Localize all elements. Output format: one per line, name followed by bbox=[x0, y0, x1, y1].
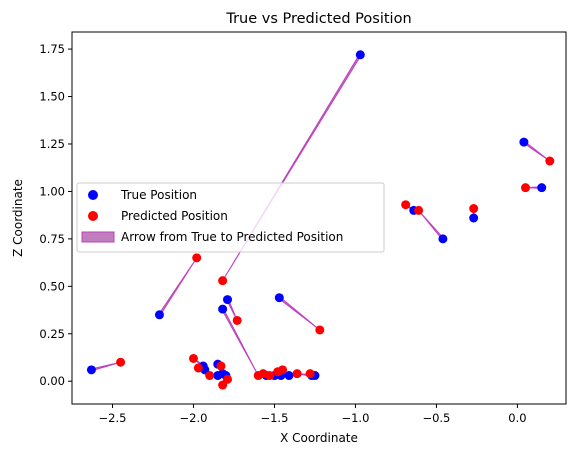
true-point-15 bbox=[284, 371, 294, 381]
predicted-point-18 bbox=[401, 200, 411, 210]
true-point-22 bbox=[537, 183, 547, 193]
predicted-point-3 bbox=[232, 315, 242, 325]
predicted-point-19 bbox=[414, 205, 424, 215]
legend-arrow-marker bbox=[81, 231, 115, 243]
legend-arrow-label: Arrow from True to Predicted Position bbox=[121, 230, 343, 244]
predicted-point-17 bbox=[305, 369, 315, 379]
x-axis-label: X Coordinate bbox=[280, 431, 358, 445]
true-point-3 bbox=[222, 295, 232, 305]
true-point-2 bbox=[355, 50, 365, 60]
y-tick-label: 0.75 bbox=[39, 232, 65, 246]
x-tick-label: 0.0 bbox=[508, 411, 526, 425]
true-point-1 bbox=[154, 310, 164, 320]
predicted-point-5 bbox=[315, 325, 325, 335]
predicted-point-22 bbox=[521, 183, 531, 193]
legend-true-marker bbox=[88, 190, 98, 200]
arrow-5 bbox=[278, 296, 321, 331]
predicted-point-15 bbox=[278, 365, 288, 375]
true-point-20 bbox=[469, 213, 479, 223]
predicted-point-21 bbox=[545, 156, 555, 166]
arrow-1 bbox=[158, 257, 198, 316]
x-tick-label: −2.0 bbox=[180, 411, 208, 425]
y-tick-label: 1.00 bbox=[39, 184, 65, 198]
true-point-21 bbox=[519, 137, 529, 147]
x-tick-label: −1.5 bbox=[260, 411, 288, 425]
predicted-point-0 bbox=[116, 357, 126, 367]
y-tick-label: 1.25 bbox=[39, 137, 65, 151]
predicted-point-13 bbox=[265, 371, 275, 381]
legend-predicted-marker bbox=[88, 211, 98, 221]
chart-title: True vs Predicted Position bbox=[225, 11, 411, 27]
y-axis-label: Z Coordinate bbox=[11, 179, 25, 257]
y-tick-label: 1.50 bbox=[39, 90, 65, 104]
true-point-0 bbox=[86, 365, 96, 375]
predicted-point-20 bbox=[469, 204, 479, 214]
y-tick-label: 1.75 bbox=[39, 42, 65, 56]
predicted-point-10 bbox=[205, 371, 215, 381]
predicted-point-2 bbox=[218, 276, 228, 286]
points-layer bbox=[86, 50, 555, 390]
arrow-19 bbox=[418, 210, 445, 241]
legend-box bbox=[76, 182, 385, 253]
true-point-4 bbox=[218, 304, 228, 314]
predicted-point-11 bbox=[222, 374, 232, 384]
y-axis-ticks: 0.00 0.25 0.50 0.75 1.00 1.25 1.50 1.75 bbox=[39, 42, 72, 388]
predicted-point-16 bbox=[292, 369, 302, 379]
legend-predicted-label: Predicted Position bbox=[121, 209, 228, 223]
x-tick-label: −1.0 bbox=[341, 411, 369, 425]
true-point-5 bbox=[274, 293, 284, 303]
legend-true-label: True Position bbox=[120, 188, 197, 202]
x-tick-label: −0.5 bbox=[422, 411, 450, 425]
predicted-point-8 bbox=[216, 361, 226, 371]
predicted-point-7 bbox=[193, 363, 203, 373]
x-tick-label: −2.5 bbox=[99, 411, 127, 425]
true-point-19 bbox=[438, 234, 448, 244]
legend: True Position Predicted Position Arrow f… bbox=[76, 182, 385, 253]
x-axis-ticks: −2.5 −2.0 −1.5 −1.0 −0.5 0.0 bbox=[99, 404, 527, 425]
predicted-point-6 bbox=[188, 353, 198, 363]
plot-frame bbox=[71, 31, 567, 405]
predicted-point-1 bbox=[192, 253, 202, 263]
y-tick-label: 0.00 bbox=[39, 374, 65, 388]
y-tick-label: 0.50 bbox=[39, 279, 65, 293]
y-tick-label: 0.25 bbox=[39, 327, 65, 341]
